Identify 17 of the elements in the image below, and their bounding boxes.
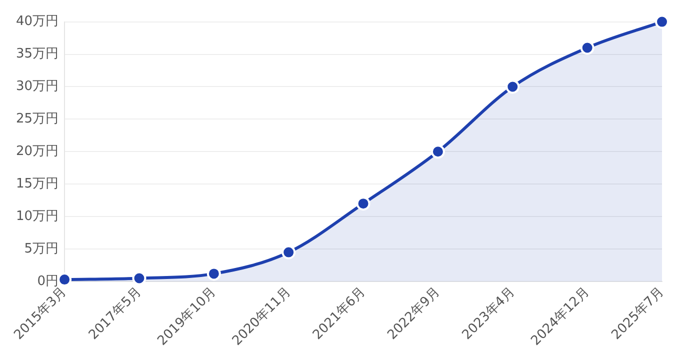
y-tick-label: 10万円	[16, 208, 59, 224]
point	[282, 245, 296, 260]
y-tick-label: 30万円	[16, 79, 59, 94]
y-tick-label: 20万円	[16, 144, 59, 160]
point	[206, 266, 221, 281]
y-tick-label: 0円	[37, 274, 59, 289]
y-tick-label: 35万円	[16, 46, 59, 62]
point	[655, 14, 669, 29]
point	[132, 271, 146, 286]
y-tick-label: 5万円	[24, 241, 59, 256]
point	[580, 40, 594, 55]
point	[506, 80, 520, 94]
y-tick-label: 25万円	[16, 112, 59, 127]
y-tick-label: 40万円	[16, 14, 59, 30]
point	[430, 144, 445, 159]
point	[356, 196, 370, 211]
y-tick-label: 15万円	[16, 176, 59, 192]
